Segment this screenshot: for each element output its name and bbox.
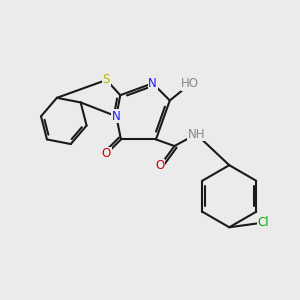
Text: N: N bbox=[148, 77, 157, 90]
Text: HO: HO bbox=[181, 77, 199, 91]
Text: Cl: Cl bbox=[257, 216, 269, 229]
Text: O: O bbox=[155, 159, 164, 172]
Text: NH: NH bbox=[188, 128, 205, 141]
Text: N: N bbox=[112, 110, 121, 123]
Text: S: S bbox=[103, 74, 110, 86]
Text: O: O bbox=[102, 148, 111, 160]
